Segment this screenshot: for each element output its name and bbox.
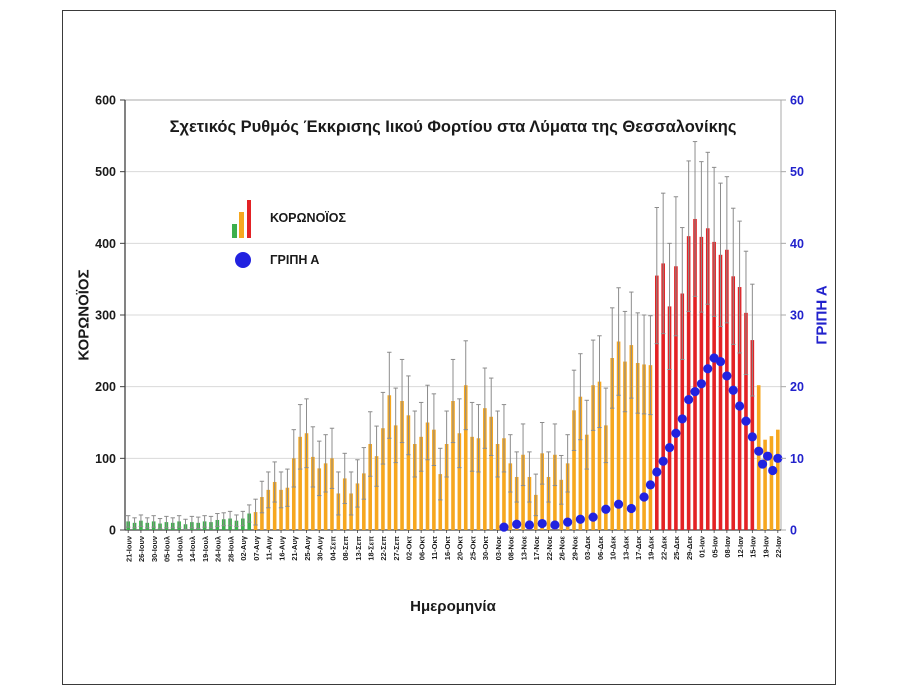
svg-text:19-Ιουλ: 19-Ιουλ <box>201 535 210 562</box>
svg-text:26-Ιουν: 26-Ιουν <box>137 536 146 562</box>
svg-text:03-Νοε: 03-Νοε <box>494 536 503 561</box>
svg-text:05-Ιουλ: 05-Ιουλ <box>163 535 172 562</box>
svg-text:17-Νοε: 17-Νοε <box>532 536 541 561</box>
svg-text:10: 10 <box>790 452 804 466</box>
svg-text:25-Δεκ: 25-Δεκ <box>672 535 681 560</box>
svg-text:08-Ιαν: 08-Ιαν <box>723 536 732 558</box>
svg-text:19-Ιαν: 19-Ιαν <box>761 536 770 558</box>
svg-text:30-Ιουν: 30-Ιουν <box>150 536 159 562</box>
svg-text:13-Δεκ: 13-Δεκ <box>621 535 630 560</box>
legend-row-flu: ΓΡΙΠΗ Α <box>232 252 346 268</box>
svg-text:02-Οκτ: 02-Οκτ <box>405 535 414 560</box>
svg-text:22-Νοε: 22-Νοε <box>545 536 554 561</box>
svg-text:01-Ιαν: 01-Ιαν <box>698 536 707 558</box>
svg-text:30-Αυγ: 30-Αυγ <box>316 535 325 561</box>
svg-text:400: 400 <box>95 237 116 251</box>
svg-text:29-Νοε: 29-Νοε <box>570 536 579 561</box>
svg-text:17-Δεκ: 17-Δεκ <box>634 535 643 560</box>
x-axis-labels: 21-Ιουν 26-Ιουν 30-Ιουν 05-Ιουλ 10-Ιουλ 14-Ιο… <box>124 530 783 562</box>
x-axis-title: Ημερομηνία <box>410 598 496 615</box>
svg-text:16-Αυγ: 16-Αυγ <box>277 535 286 561</box>
svg-text:02-Αυγ: 02-Αυγ <box>239 535 248 561</box>
svg-text:200: 200 <box>95 380 116 394</box>
legend-coronavirus-label: ΚΟΡΩΝΟΪΟΣ <box>270 211 346 225</box>
svg-text:08-Νοε: 08-Νοε <box>507 536 516 561</box>
svg-text:25-Αυγ: 25-Αυγ <box>303 535 312 561</box>
svg-text:600: 600 <box>95 94 116 108</box>
svg-text:22-Σεπ: 22-Σεπ <box>379 536 388 561</box>
svg-text:06-Οκτ: 06-Οκτ <box>417 535 426 560</box>
svg-text:22-Ιαν: 22-Ιαν <box>774 536 783 558</box>
svg-text:11-Οκτ: 11-Οκτ <box>430 535 439 559</box>
chart-title: Σχετικός Ρυθμός Έκκρισης Ιικού Φορτίου σ… <box>169 118 737 136</box>
svg-text:22-Δεκ: 22-Δεκ <box>659 535 668 560</box>
right-axis-title: ΓΡΙΠΗ Α <box>813 285 831 345</box>
svg-text:500: 500 <box>95 165 116 179</box>
svg-text:04-Σεπ: 04-Σεπ <box>328 536 337 561</box>
svg-text:05-Ιαν: 05-Ιαν <box>710 536 719 558</box>
svg-text:50: 50 <box>790 165 804 179</box>
svg-text:40: 40 <box>790 237 804 251</box>
svg-text:03-Δεκ: 03-Δεκ <box>583 535 592 560</box>
svg-text:08-Σεπ: 08-Σεπ <box>341 536 350 561</box>
coronavirus-bars-icon <box>232 198 254 238</box>
svg-text:06-Δεκ: 06-Δεκ <box>596 535 605 560</box>
left-axis-title: ΚΟΡΩΝΟΪΟΣ <box>75 269 93 361</box>
svg-text:24-Ιουλ: 24-Ιουλ <box>214 535 223 562</box>
flu-dot-icon <box>235 252 251 268</box>
svg-text:07-Αυγ: 07-Αυγ <box>252 535 261 561</box>
svg-text:30-Οκτ: 30-Οκτ <box>481 535 490 560</box>
svg-text:28-Ιουλ: 28-Ιουλ <box>226 535 235 562</box>
svg-text:10-Ιουλ: 10-Ιουλ <box>175 535 184 562</box>
svg-text:30: 30 <box>790 309 804 323</box>
error-bars <box>125 141 755 530</box>
svg-text:18-Σεπ: 18-Σεπ <box>367 536 376 561</box>
svg-text:10-Δεκ: 10-Δεκ <box>609 535 618 560</box>
svg-text:21-Αυγ: 21-Αυγ <box>290 535 299 561</box>
svg-text:100: 100 <box>95 452 116 466</box>
svg-text:14-Ιουλ: 14-Ιουλ <box>188 535 197 562</box>
svg-text:21-Ιουν: 21-Ιουν <box>124 536 133 562</box>
svg-text:19-Δεκ: 19-Δεκ <box>647 535 656 560</box>
flu-a-dots <box>499 353 783 532</box>
svg-text:0: 0 <box>109 524 116 538</box>
svg-text:26-Νοε: 26-Νοε <box>558 536 567 561</box>
svg-text:15-Ιαν: 15-Ιαν <box>749 536 758 558</box>
svg-text:13-Νοε: 13-Νοε <box>519 536 528 561</box>
svg-text:29-Δεκ: 29-Δεκ <box>685 535 694 560</box>
svg-text:27-Σεπ: 27-Σεπ <box>392 536 401 561</box>
legend: ΚΟΡΩΝΟΪΟΣ ΓΡΙΠΗ Α <box>232 198 346 282</box>
legend-flu-label: ΓΡΙΠΗ Α <box>270 253 320 267</box>
svg-text:300: 300 <box>95 309 116 323</box>
svg-text:12-Ιαν: 12-Ιαν <box>736 536 745 558</box>
svg-text:13-Σεπ: 13-Σεπ <box>354 536 363 561</box>
right-axis-ticks: 0 10 20 30 40 50 60 <box>781 94 804 538</box>
svg-text:11-Αυγ: 11-Αυγ <box>265 535 274 560</box>
svg-text:60: 60 <box>790 94 804 108</box>
svg-text:20-Οκτ: 20-Οκτ <box>456 535 465 560</box>
legend-row-coronavirus: ΚΟΡΩΝΟΪΟΣ <box>232 198 346 238</box>
left-axis-ticks: 0 100 200 300 400 500 600 <box>95 94 125 538</box>
svg-text:16-Οκτ: 16-Οκτ <box>443 535 452 560</box>
svg-text:25-Οκτ: 25-Οκτ <box>468 535 477 560</box>
svg-text:0: 0 <box>790 524 797 538</box>
svg-text:20: 20 <box>790 380 804 394</box>
